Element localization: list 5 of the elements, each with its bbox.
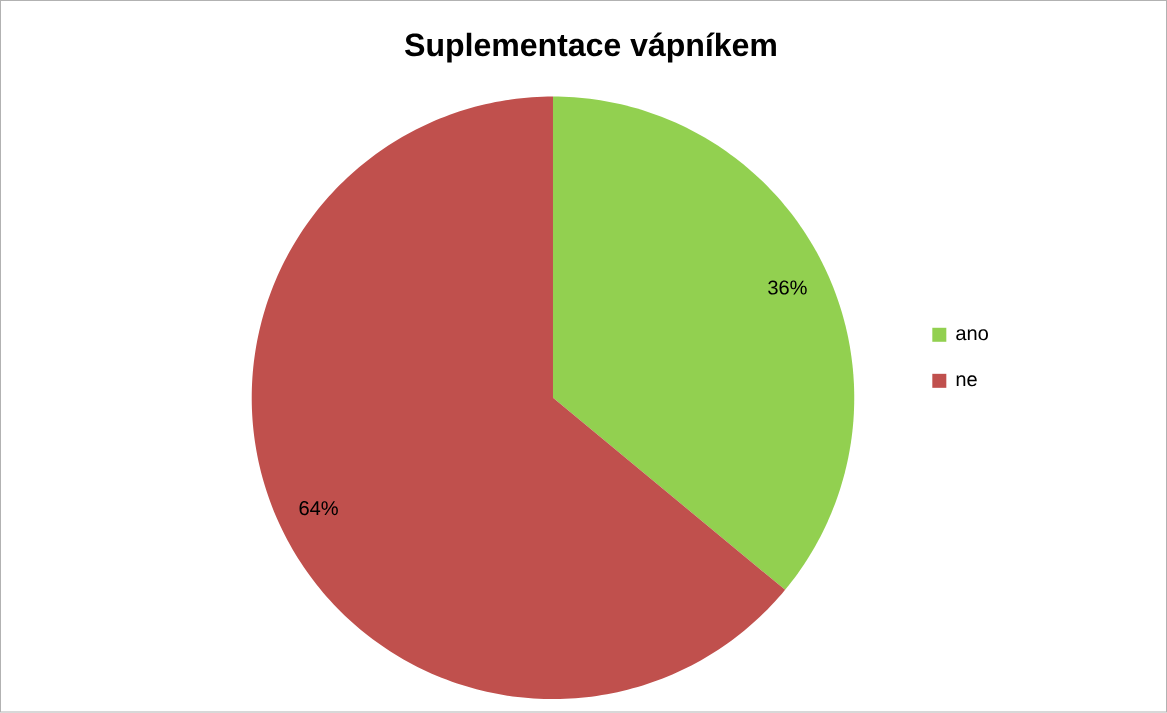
legend-label: ne <box>956 375 977 387</box>
data-label: 64% <box>299 501 338 516</box>
chart-title: Suplementace vápníkem <box>405 32 776 63</box>
legend-label: ano <box>956 329 988 341</box>
data-label: 36% <box>768 280 807 295</box>
